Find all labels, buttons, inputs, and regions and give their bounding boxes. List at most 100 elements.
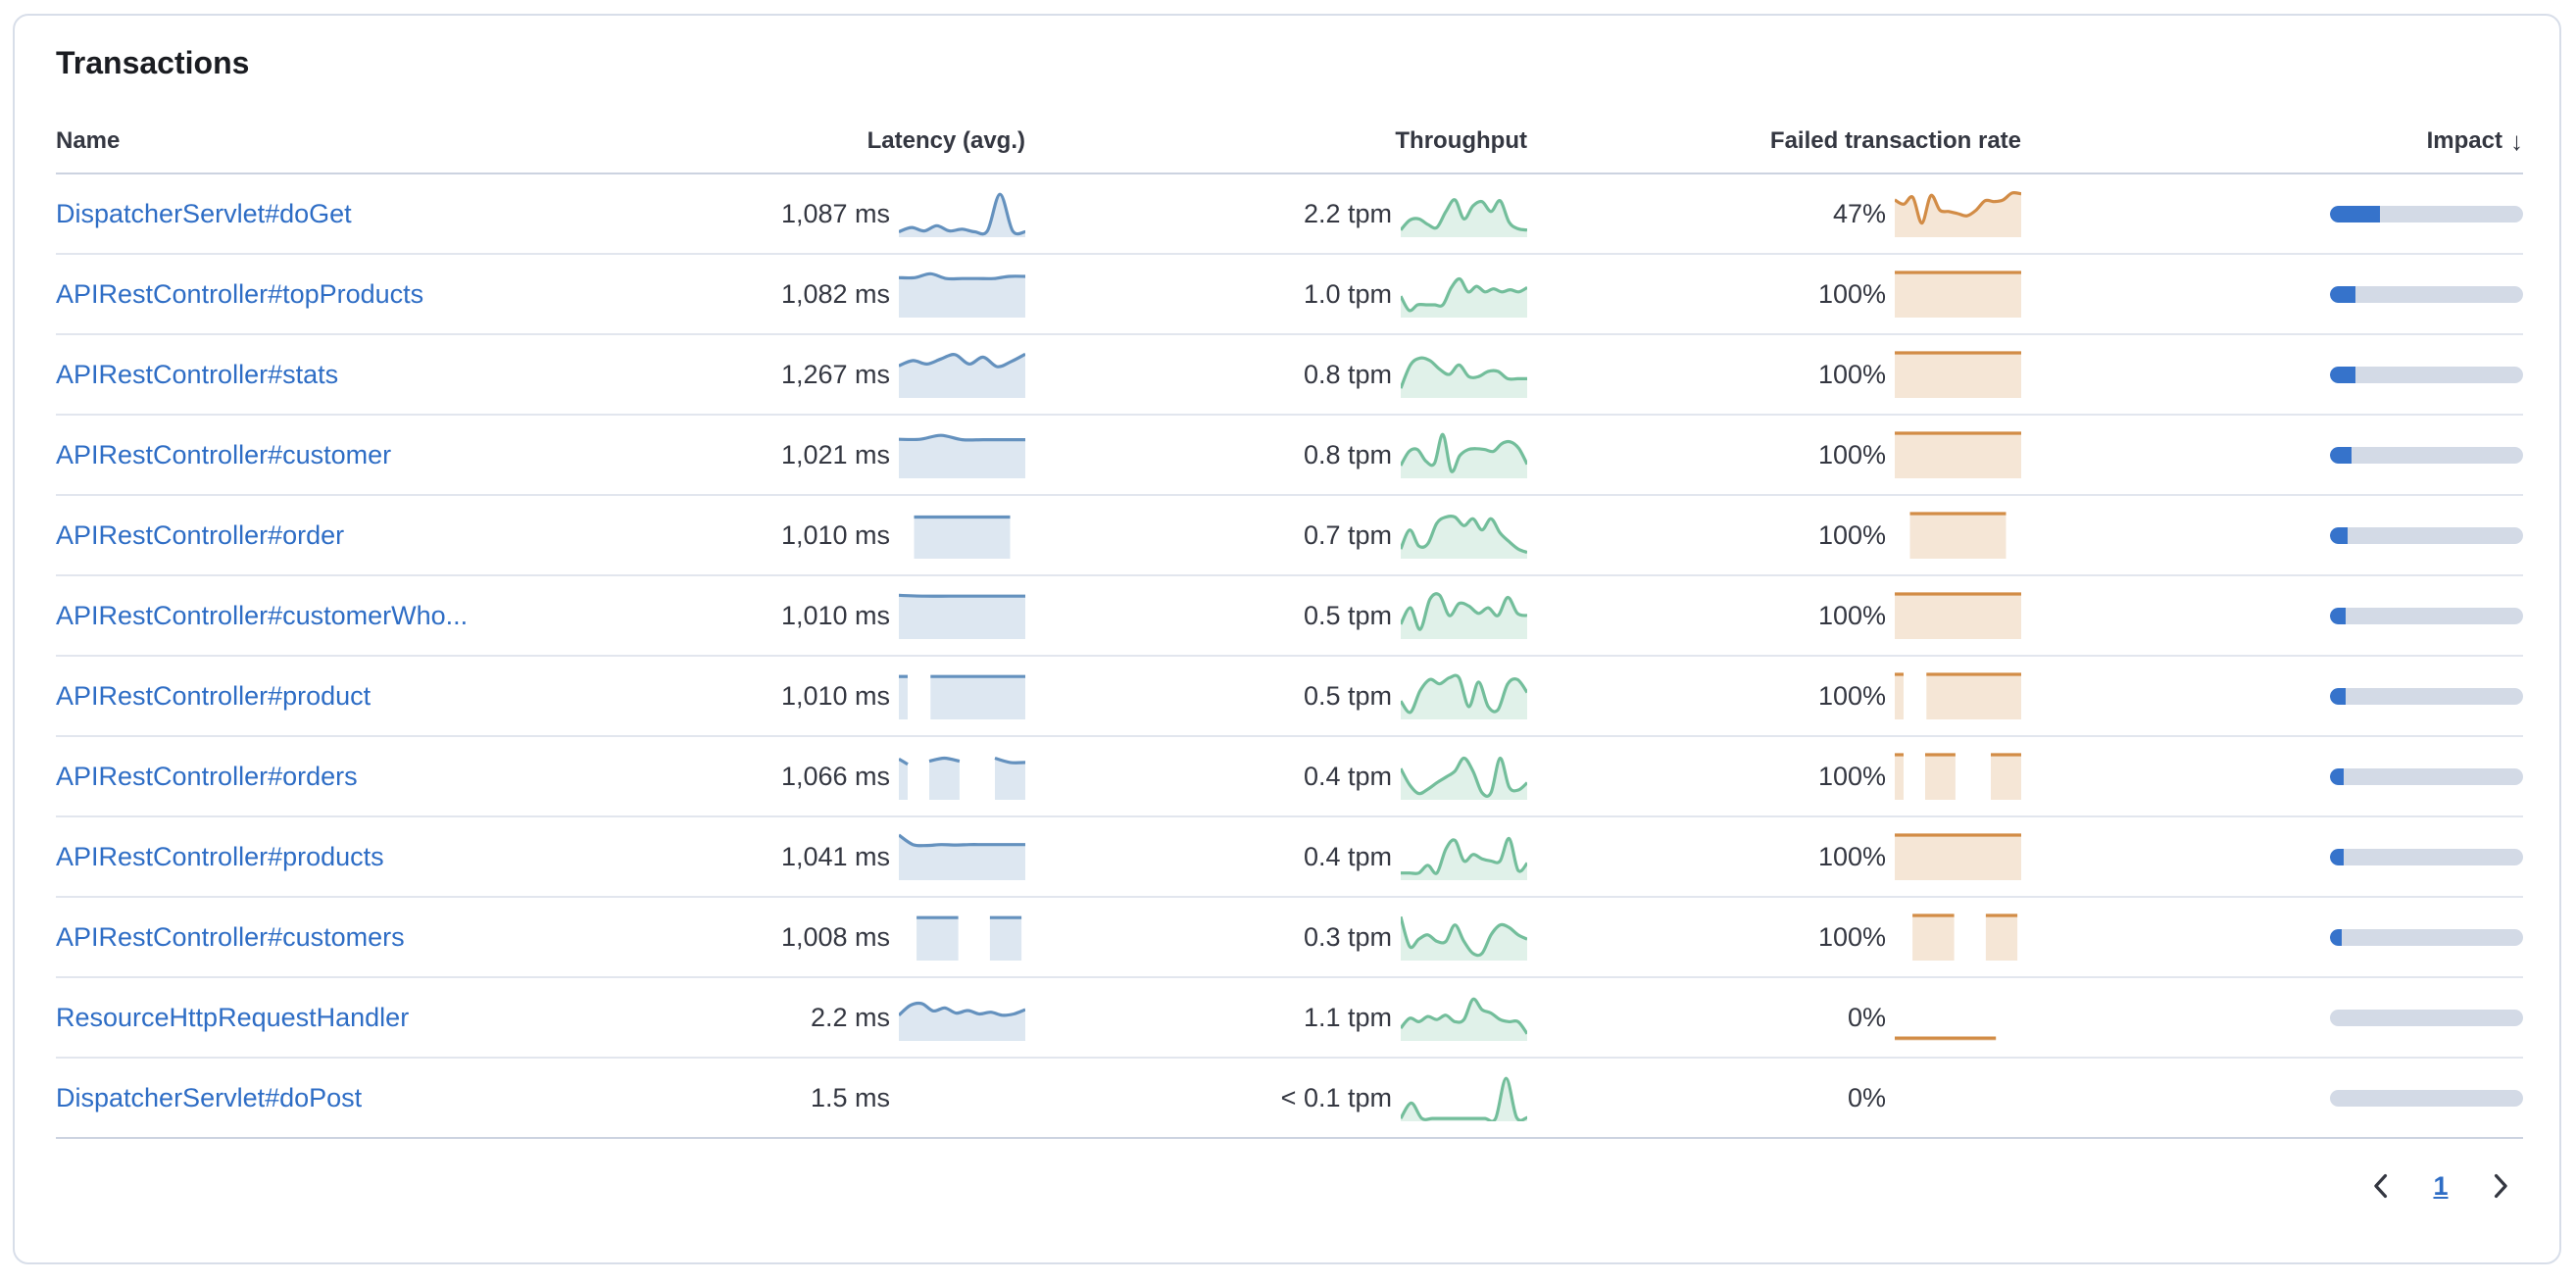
transaction-name-link[interactable]: APIRestController#products — [56, 841, 384, 871]
throughput-sparkline — [1401, 1076, 1527, 1121]
transaction-name-link[interactable]: APIRestController#customerWho... — [56, 600, 469, 630]
transaction-name-link[interactable]: APIRestController#order — [56, 519, 345, 550]
impact-bar-fill — [2330, 607, 2346, 624]
column-header-name[interactable]: Name — [56, 127, 121, 154]
table-row: APIRestController#stats 1,267 ms 0.8 tpm… — [56, 335, 2523, 416]
table-row: APIRestController#customer 1,021 ms 0.8 … — [56, 416, 2523, 496]
table-row: APIRestController#order 1,010 ms 0.7 tpm… — [56, 496, 2523, 576]
impact-bar — [2330, 687, 2523, 705]
chevron-right-icon — [2494, 1173, 2507, 1199]
impact-bar-fill — [2330, 848, 2344, 865]
throughput-sparkline — [1401, 836, 1527, 880]
throughput-sparkline — [1401, 997, 1527, 1041]
throughput-value: < 0.1 tpm — [1280, 1082, 1392, 1112]
impact-bar — [2330, 366, 2523, 383]
failed-rate-value: 100% — [1817, 600, 1886, 630]
latency-value: 1.5 ms — [810, 1082, 890, 1112]
transaction-name-link[interactable]: APIRestController#customers — [56, 921, 405, 952]
latency-sparkline — [899, 1074, 1025, 1121]
throughput-sparkline — [1401, 276, 1527, 318]
table-header-row: Name Latency (avg.) Throughput Failed tr… — [56, 110, 2523, 174]
table-row: APIRestController#customerWho... 1,010 m… — [56, 576, 2523, 657]
column-header-failed-rate[interactable]: Failed transaction rate — [1769, 127, 2021, 154]
impact-bar-fill — [2330, 366, 2355, 383]
chevron-left-icon — [2374, 1173, 2388, 1199]
transaction-name-link[interactable]: APIRestController#product — [56, 680, 372, 711]
throughput-sparkline — [1401, 515, 1527, 559]
latency-value: 1,010 ms — [780, 680, 890, 711]
transaction-name-link[interactable]: APIRestController#topProducts — [56, 278, 424, 309]
latency-value: 1,066 ms — [780, 761, 890, 791]
latency-sparkline — [899, 756, 1025, 800]
latency-sparkline — [899, 1001, 1025, 1041]
latency-value: 1,021 ms — [780, 439, 890, 469]
failed-rate-sparkline — [1895, 833, 2021, 880]
transaction-name-link[interactable]: APIRestController#orders — [56, 761, 358, 791]
throughput-value: 1.1 tpm — [1303, 1002, 1392, 1032]
failed-rate-sparkline — [1895, 672, 2021, 719]
impact-bar — [2330, 526, 2523, 544]
failed-rate-value: 100% — [1817, 841, 1886, 871]
impact-bar-fill — [2330, 687, 2346, 705]
column-header-impact[interactable]: Impact ↓ — [2021, 126, 2523, 157]
latency-sparkline — [899, 272, 1025, 318]
impact-bar-fill — [2330, 767, 2344, 785]
throughput-sparkline — [1401, 592, 1527, 639]
throughput-sparkline — [1401, 198, 1527, 237]
table-body: DispatcherServlet#doGet 1,087 ms 2.2 tpm… — [56, 174, 2523, 1139]
failed-rate-sparkline — [1895, 753, 2021, 800]
failed-rate-value: 100% — [1817, 278, 1886, 309]
impact-bar — [2330, 848, 2523, 865]
column-header-impact-label: Impact — [2426, 127, 2502, 154]
failed-rate-sparkline — [1909, 512, 2006, 559]
column-header-throughput[interactable]: Throughput — [1395, 127, 1527, 154]
page-number-1[interactable]: 1 — [2433, 1170, 2449, 1201]
transactions-panel: Transactions Name Latency (avg.) Through… — [13, 14, 2561, 1264]
latency-sparkline — [899, 433, 1025, 478]
latency-value: 1,087 ms — [780, 198, 890, 228]
transaction-name-link[interactable]: DispatcherServlet#doGet — [56, 198, 352, 228]
failed-rate-sparkline — [1895, 1074, 2021, 1121]
impact-bar-fill — [2330, 928, 2342, 946]
impact-bar — [2330, 205, 2523, 222]
throughput-sparkline — [1401, 673, 1527, 719]
latency-sparkline — [914, 515, 1011, 559]
transaction-name-link[interactable]: DispatcherServlet#doPost — [56, 1082, 363, 1112]
throughput-value: 0.7 tpm — [1303, 519, 1392, 550]
transaction-name-link[interactable]: ResourceHttpRequestHandler — [56, 1002, 410, 1032]
failed-rate-sparkline — [1912, 914, 2018, 961]
latency-sparkline — [899, 352, 1025, 398]
failed-rate-value: 100% — [1817, 519, 1886, 550]
impact-bar — [2330, 446, 2523, 464]
table-row: APIRestController#products 1,041 ms 0.4 … — [56, 817, 2523, 898]
impact-bar — [2330, 285, 2523, 303]
previous-page-button[interactable] — [2358, 1162, 2405, 1210]
column-header-latency[interactable]: Latency (avg.) — [867, 127, 1025, 154]
impact-bar — [2330, 607, 2523, 624]
latency-value: 1,041 ms — [780, 841, 890, 871]
throughput-sparkline — [1401, 915, 1527, 961]
throughput-value: 0.5 tpm — [1303, 600, 1392, 630]
failed-rate-value: 0% — [1847, 1082, 1886, 1112]
table-row: DispatcherServlet#doGet 1,087 ms 2.2 tpm… — [56, 174, 2523, 255]
transaction-name-link[interactable]: APIRestController#stats — [56, 359, 339, 389]
impact-bar-fill — [2330, 526, 2348, 544]
latency-value: 1,010 ms — [780, 519, 890, 550]
latency-value: 1,008 ms — [780, 921, 890, 952]
throughput-sparkline — [1401, 432, 1527, 478]
failed-rate-value: 100% — [1817, 439, 1886, 469]
failed-rate-sparkline — [1895, 592, 2021, 639]
transaction-name-link[interactable]: APIRestController#customer — [56, 439, 392, 469]
impact-bar-fill — [2330, 446, 2352, 464]
failed-rate-sparkline — [1895, 271, 2021, 318]
throughput-value: 2.2 tpm — [1303, 198, 1392, 228]
table-row: DispatcherServlet#doPost 1.5 ms < 0.1 tp… — [56, 1059, 2523, 1139]
impact-bar-fill — [2330, 285, 2355, 303]
table-row: ResourceHttpRequestHandler 2.2 ms 1.1 tp… — [56, 978, 2523, 1059]
table-row: APIRestController#customers 1,008 ms 0.3… — [56, 898, 2523, 978]
latency-sparkline — [899, 833, 1025, 880]
impact-bar — [2330, 928, 2523, 946]
latency-sparkline — [916, 915, 1022, 961]
next-page-button[interactable] — [2476, 1162, 2523, 1210]
latency-sparkline — [899, 192, 1025, 237]
